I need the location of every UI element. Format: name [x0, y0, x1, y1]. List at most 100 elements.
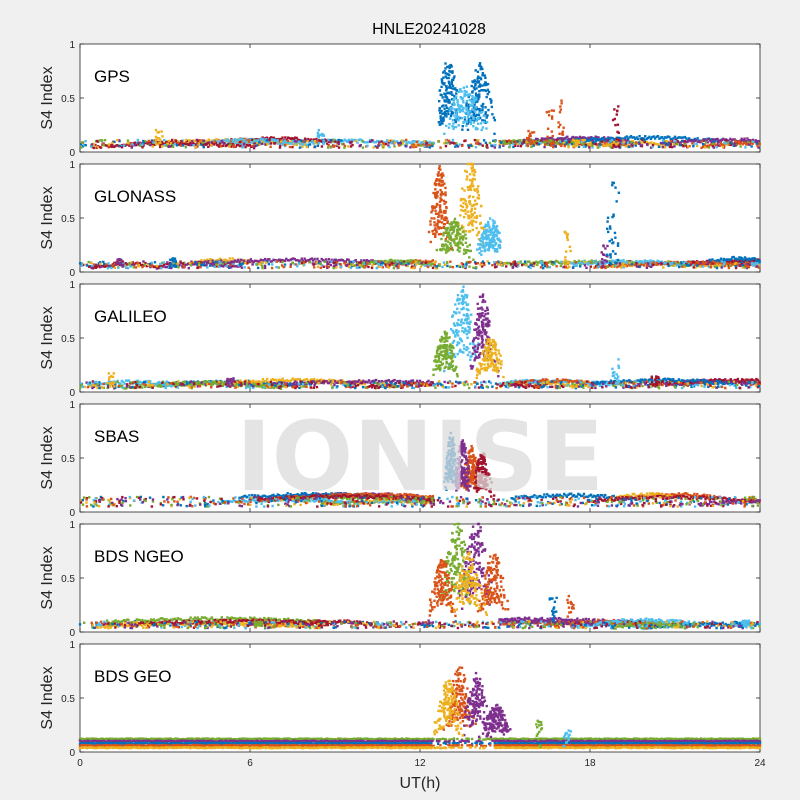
- data-point: [676, 140, 679, 143]
- data-point: [475, 226, 478, 230]
- data-point: [672, 142, 675, 146]
- data-point: [286, 259, 289, 262]
- data-point: [457, 115, 460, 119]
- data-point: [159, 262, 162, 266]
- data-point: [525, 140, 528, 144]
- data-point: [104, 144, 107, 147]
- data-point: [441, 265, 444, 269]
- data-point: [451, 87, 454, 90]
- data-point: [747, 143, 751, 146]
- data-point: [177, 266, 180, 269]
- data-point: [444, 209, 447, 213]
- data-point: [129, 142, 133, 146]
- data-point: [745, 257, 748, 261]
- data-point: [442, 226, 445, 229]
- data-point: [428, 140, 431, 144]
- data-point: [346, 258, 349, 261]
- data-point: [641, 138, 644, 142]
- data-point: [470, 163, 474, 166]
- data-point: [467, 223, 470, 227]
- data-point: [196, 145, 199, 148]
- data-point: [582, 383, 586, 387]
- data-point: [159, 145, 162, 149]
- data-point: [662, 137, 665, 141]
- data-point: [529, 266, 532, 270]
- data-point: [329, 260, 332, 264]
- data-point: [451, 70, 454, 73]
- data-point: [269, 145, 272, 149]
- data-point: [438, 182, 441, 186]
- data-point: [453, 226, 456, 229]
- data-point: [493, 244, 496, 247]
- data-point: [265, 136, 269, 139]
- data-point: [354, 139, 358, 143]
- data-point: [252, 260, 255, 264]
- data-point: [449, 64, 452, 67]
- data-point: [487, 234, 490, 237]
- data-point: [719, 141, 723, 144]
- data-point: [117, 266, 120, 269]
- data-point: [478, 214, 482, 217]
- data-point: [448, 222, 452, 226]
- data-point: [439, 226, 443, 230]
- data-point: [569, 140, 573, 143]
- data-point: [240, 260, 243, 264]
- data-point: [579, 262, 583, 265]
- data-point: [337, 258, 340, 262]
- data-point: [334, 265, 338, 269]
- data-point: [298, 139, 301, 142]
- data-point: [282, 140, 286, 144]
- data-point: [410, 141, 414, 145]
- data-point: [649, 259, 652, 262]
- data-point: [459, 88, 462, 91]
- data-point: [434, 260, 437, 263]
- data-point: [443, 110, 447, 114]
- data-point: [485, 243, 488, 247]
- data-point: [559, 137, 562, 140]
- data-point: [746, 262, 749, 266]
- data-point: [485, 143, 489, 147]
- data-point: [184, 143, 188, 146]
- data-point: [438, 263, 441, 266]
- data-point: [470, 144, 474, 148]
- data-point: [728, 260, 731, 263]
- data-point: [630, 143, 633, 146]
- data-point: [250, 140, 253, 144]
- data-point: [175, 144, 179, 147]
- data-point: [472, 266, 475, 269]
- data-point: [276, 142, 280, 145]
- data-point: [351, 143, 354, 147]
- data-point: [613, 117, 616, 121]
- data-point: [463, 118, 467, 121]
- data-point: [468, 265, 471, 268]
- data-point: [485, 228, 488, 231]
- data-point: [707, 264, 710, 267]
- data-point: [204, 143, 208, 146]
- data-point: [496, 229, 499, 232]
- data-point: [750, 145, 753, 148]
- data-point: [253, 142, 256, 145]
- data-point: [202, 145, 205, 149]
- data-point: [757, 146, 760, 149]
- data-point: [400, 139, 404, 142]
- data-point: [182, 263, 185, 267]
- data-point: [233, 265, 236, 268]
- data-point: [152, 141, 155, 144]
- data-point: [169, 145, 172, 148]
- data-point: [464, 241, 468, 244]
- data-point: [471, 110, 474, 113]
- data-point: [148, 264, 152, 267]
- data-point: [574, 140, 578, 143]
- data-point: [440, 192, 444, 196]
- data-point: [321, 264, 324, 267]
- data-point: [711, 260, 715, 263]
- data-point: [216, 143, 219, 147]
- data-point: [303, 143, 307, 146]
- data-point: [222, 265, 225, 268]
- data-point: [336, 260, 339, 263]
- data-point: [182, 142, 185, 145]
- data-point: [463, 89, 466, 93]
- data-point: [448, 117, 452, 120]
- data-point: [434, 205, 438, 208]
- data-point: [462, 101, 465, 104]
